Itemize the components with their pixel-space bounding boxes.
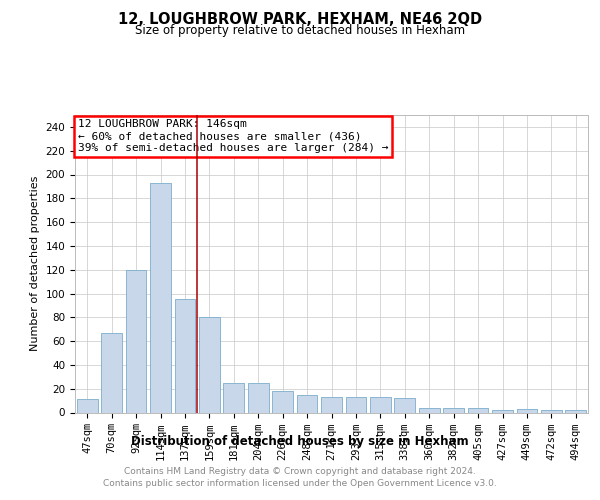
- Text: 12 LOUGHBROW PARK: 146sqm
← 60% of detached houses are smaller (436)
39% of semi: 12 LOUGHBROW PARK: 146sqm ← 60% of detac…: [77, 120, 388, 152]
- Bar: [394, 398, 415, 412]
- Text: Distribution of detached houses by size in Hexham: Distribution of detached houses by size …: [131, 435, 469, 448]
- Bar: [443, 408, 464, 412]
- Bar: [419, 408, 440, 412]
- Bar: [370, 397, 391, 412]
- Bar: [541, 410, 562, 412]
- Bar: [272, 391, 293, 412]
- Y-axis label: Number of detached properties: Number of detached properties: [30, 176, 40, 352]
- Bar: [467, 408, 488, 412]
- Bar: [175, 300, 196, 412]
- Bar: [125, 270, 146, 412]
- Bar: [517, 409, 538, 412]
- Bar: [223, 383, 244, 412]
- Bar: [492, 410, 513, 412]
- Text: Contains HM Land Registry data © Crown copyright and database right 2024.: Contains HM Land Registry data © Crown c…: [124, 468, 476, 476]
- Bar: [77, 400, 98, 412]
- Text: Size of property relative to detached houses in Hexham: Size of property relative to detached ho…: [135, 24, 465, 37]
- Bar: [565, 410, 586, 412]
- Bar: [248, 383, 269, 412]
- Bar: [101, 333, 122, 412]
- Bar: [296, 394, 317, 412]
- Text: 12, LOUGHBROW PARK, HEXHAM, NE46 2QD: 12, LOUGHBROW PARK, HEXHAM, NE46 2QD: [118, 12, 482, 28]
- Bar: [321, 397, 342, 412]
- Bar: [346, 397, 367, 412]
- Text: Contains public sector information licensed under the Open Government Licence v3: Contains public sector information licen…: [103, 479, 497, 488]
- Bar: [199, 318, 220, 412]
- Bar: [150, 183, 171, 412]
